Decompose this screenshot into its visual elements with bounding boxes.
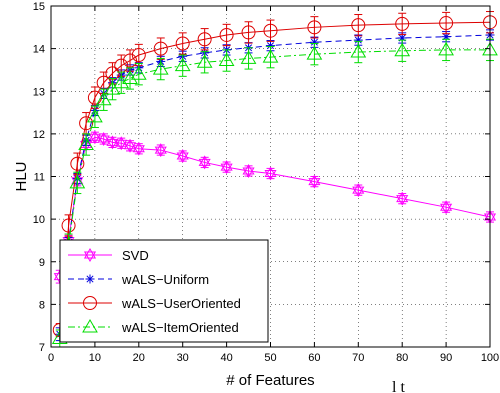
data-point bbox=[61, 218, 76, 233]
data-point bbox=[115, 136, 128, 151]
error-bar bbox=[310, 16, 319, 39]
data-point bbox=[351, 18, 366, 33]
error-bar bbox=[354, 14, 363, 37]
data-point bbox=[88, 130, 101, 145]
error-bar bbox=[222, 23, 231, 47]
legend-marker bbox=[82, 319, 98, 333]
data-point bbox=[439, 16, 454, 31]
data-point bbox=[306, 46, 323, 60]
data-point bbox=[154, 143, 167, 158]
data-point bbox=[95, 91, 112, 106]
legend-label: wALS−Uniform bbox=[121, 272, 209, 287]
data-point bbox=[153, 41, 168, 56]
legend-marker bbox=[83, 296, 97, 310]
data-point bbox=[174, 57, 191, 72]
legend-item-svd: SVD bbox=[68, 247, 149, 263]
data-point bbox=[175, 36, 190, 51]
data-point bbox=[395, 16, 410, 31]
data-point bbox=[308, 174, 321, 189]
data-point bbox=[264, 166, 277, 181]
data-point bbox=[196, 54, 213, 68]
y-tick-label: 11 bbox=[34, 172, 45, 184]
x-tick-label: 70 bbox=[352, 352, 364, 364]
legend: SVD wALS−Uniform wALS−UserOriented wALS−Ite… bbox=[59, 239, 269, 343]
legend-item-wals-useroriented: wALS−UserOriented bbox=[68, 296, 241, 311]
data-point bbox=[131, 48, 146, 63]
data-point bbox=[262, 49, 279, 63]
y-tick-label: 12 bbox=[33, 129, 45, 141]
data-point bbox=[220, 160, 233, 175]
x-axis-label: # of Features bbox=[226, 372, 314, 389]
data-point bbox=[152, 61, 169, 75]
data-point bbox=[241, 25, 256, 40]
legend-marker bbox=[85, 274, 95, 284]
error-bar bbox=[442, 11, 451, 35]
y-axis-label: HLU bbox=[13, 161, 30, 191]
legend-label: wALS−ItemOriented bbox=[121, 320, 239, 335]
data-point bbox=[218, 52, 235, 67]
error-bar bbox=[178, 32, 187, 55]
x-tick-label: 30 bbox=[177, 352, 189, 364]
data-point bbox=[307, 20, 322, 35]
page-text-fragment: l t bbox=[392, 379, 405, 393]
x-tick-label: 90 bbox=[440, 352, 452, 364]
data-point bbox=[440, 200, 453, 215]
x-tick-label: 10 bbox=[89, 352, 101, 364]
x-tick-label: 80 bbox=[396, 352, 408, 364]
x-tick-label: 100 bbox=[481, 352, 499, 364]
data-point bbox=[69, 174, 86, 189]
data-point bbox=[176, 149, 189, 164]
data-point bbox=[394, 42, 411, 57]
data-point bbox=[197, 32, 212, 47]
data-point bbox=[396, 191, 409, 206]
y-tick-label: 15 bbox=[33, 1, 45, 13]
x-tick-label: 0 bbox=[48, 352, 54, 364]
data-point bbox=[263, 23, 278, 38]
y-tick-label: 8 bbox=[39, 299, 45, 311]
data-point bbox=[198, 155, 211, 170]
legend-label: wALS−UserOriented bbox=[121, 296, 241, 311]
series-layer bbox=[51, 11, 498, 348]
data-point bbox=[350, 44, 367, 58]
data-point bbox=[219, 27, 234, 42]
data-point bbox=[78, 136, 94, 151]
data-point bbox=[123, 53, 138, 68]
data-point bbox=[242, 163, 255, 178]
data-point bbox=[240, 50, 257, 64]
legend-item-wals-itemoriented: wALS−ItemOriented bbox=[68, 319, 239, 335]
error-bar bbox=[266, 19, 275, 42]
data-point bbox=[70, 156, 85, 171]
data-point bbox=[79, 116, 94, 131]
data-point bbox=[352, 183, 365, 198]
data-point bbox=[130, 66, 147, 80]
data-point bbox=[123, 138, 137, 153]
legend-item-wals-uniform: wALS−Uniform bbox=[68, 272, 209, 287]
axis-ticks: 0 10 20 30 40 50 60 70 80 90 100 7 8 9 10 11 12 13 14 15 bbox=[33, 1, 499, 364]
error-bar bbox=[244, 21, 253, 44]
legend-label: SVD bbox=[122, 248, 149, 263]
data-point bbox=[309, 37, 319, 47]
data-point bbox=[97, 131, 110, 146]
x-tick-label: 50 bbox=[264, 352, 276, 364]
x-tick-label: 20 bbox=[133, 352, 145, 364]
data-point bbox=[132, 141, 145, 156]
data-point bbox=[438, 41, 454, 56]
y-tick-label: 10 bbox=[33, 214, 45, 226]
y-tick-label: 13 bbox=[33, 86, 45, 98]
legend-marker bbox=[83, 247, 97, 263]
x-tick-label: 40 bbox=[220, 352, 232, 364]
y-tick-label: 7 bbox=[39, 342, 45, 354]
y-tick-label: 14 bbox=[33, 44, 45, 56]
error-bar bbox=[398, 12, 407, 36]
series-wals-itemoriented bbox=[51, 38, 498, 348]
data-point bbox=[106, 135, 119, 150]
x-tick-label: 60 bbox=[308, 352, 320, 364]
data-point bbox=[113, 74, 130, 89]
data-point bbox=[87, 108, 103, 123]
data-point bbox=[122, 70, 138, 84]
y-tick-label: 9 bbox=[39, 257, 45, 269]
error-bar bbox=[200, 28, 209, 51]
